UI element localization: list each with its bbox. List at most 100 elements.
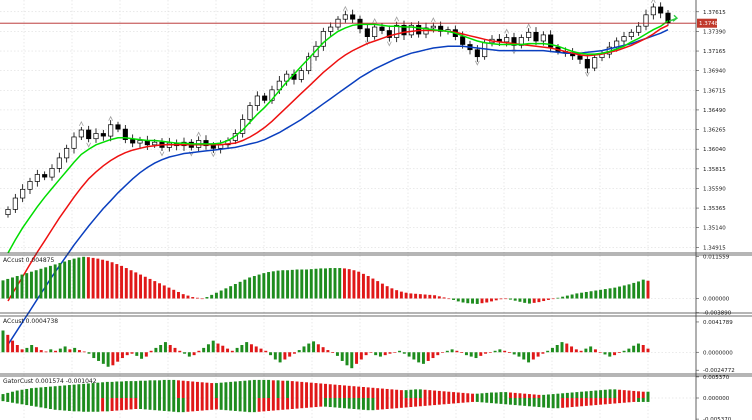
gator-lower-bar (267, 398, 271, 411)
candle[interactable] (584, 54, 590, 74)
histogram-bar (25, 273, 29, 299)
gator-upper-bar (276, 380, 280, 398)
indicator-pane[interactable]: 0.0041789 0.0000000 -0.0024772 ACcust 0.000… (0, 318, 735, 374)
gator-upper-bar (67, 385, 71, 398)
candle[interactable] (394, 21, 400, 43)
candle[interactable] (386, 25, 392, 42)
gator-lower-bar (101, 398, 105, 412)
candlestick-series[interactable] (5, 2, 671, 218)
candle[interactable] (86, 125, 92, 143)
candle[interactable] (328, 22, 334, 37)
buy-signal-arrow-icon (668, 14, 679, 22)
gator-upper-bar (333, 384, 337, 398)
candle[interactable] (122, 125, 128, 144)
histogram-bar (158, 283, 161, 299)
histogram-bar (63, 261, 67, 299)
candle[interactable] (203, 135, 209, 150)
candle[interactable] (401, 20, 407, 41)
histogram-bar (144, 352, 148, 357)
gator-lower-bar (29, 398, 33, 406)
candle[interactable] (254, 91, 260, 111)
histogram-bar (632, 282, 636, 299)
candle[interactable] (650, 3, 656, 20)
gator-lower-bar (456, 398, 460, 404)
histogram-bar (226, 348, 230, 353)
gator-lower-bar (637, 398, 640, 402)
candle[interactable] (342, 10, 348, 23)
gator-lower-bar (248, 398, 252, 413)
candle[interactable] (34, 169, 40, 187)
gator-lower-bar (162, 398, 166, 411)
candle[interactable] (628, 29, 634, 40)
candle[interactable] (78, 126, 84, 141)
candle[interactable] (20, 184, 26, 203)
histogram-bar (20, 349, 24, 353)
histogram-bar (461, 298, 465, 303)
candle[interactable] (71, 132, 77, 154)
histogram-bar (641, 279, 645, 299)
candle[interactable] (636, 22, 642, 36)
ma-slow-line (7, 29, 669, 346)
gator-lower-bar (471, 398, 474, 402)
candle[interactable] (12, 193, 18, 213)
candle[interactable] (108, 120, 114, 142)
candle[interactable] (643, 9, 649, 31)
gator-lower-bar (589, 398, 593, 406)
candle[interactable] (592, 54, 598, 72)
candle[interactable] (115, 121, 121, 133)
candle[interactable] (247, 101, 253, 125)
candle[interactable] (438, 21, 444, 37)
histogram-bar (183, 352, 187, 354)
candle[interactable] (42, 171, 48, 181)
candle[interactable] (364, 24, 370, 42)
gator-lower-bar (77, 398, 81, 412)
gator-lower-bar (181, 398, 185, 413)
candle[interactable] (49, 164, 55, 181)
candle[interactable] (240, 114, 246, 138)
histogram-bar (86, 257, 90, 299)
histogram-bar (206, 344, 210, 353)
candle[interactable] (100, 129, 106, 141)
gator-lower-bar (504, 398, 508, 405)
price-tick-label: 1.36940 (703, 69, 726, 75)
histogram-bar (192, 352, 196, 356)
gator-upper-bar (82, 383, 86, 398)
candle[interactable] (306, 52, 312, 75)
candle[interactable] (64, 144, 70, 163)
histogram-bar (105, 260, 109, 299)
candle[interactable] (5, 206, 11, 218)
candle[interactable] (577, 52, 583, 64)
candle[interactable] (93, 128, 99, 143)
indicator-pane[interactable]: 0.011559 0.000000 -0.003890 ACcust 0.004875 (0, 255, 732, 317)
histogram-bar (532, 298, 536, 303)
histogram-bar (124, 268, 128, 299)
candle[interactable] (27, 177, 33, 194)
gator-lower-bar (490, 398, 493, 404)
candle[interactable] (511, 32, 517, 51)
candle[interactable] (408, 22, 414, 38)
candle[interactable] (320, 27, 326, 51)
candle[interactable] (518, 34, 524, 49)
gator-upper-bar (262, 379, 266, 398)
histogram-bar (527, 298, 531, 304)
candle[interactable] (137, 136, 143, 148)
candle[interactable] (416, 21, 422, 38)
gator-lower-bar (67, 398, 71, 411)
gator-upper-bar (86, 383, 90, 398)
histogram-bar (148, 278, 152, 299)
candle[interactable] (533, 27, 539, 46)
candle[interactable] (56, 152, 62, 173)
histogram-bar (646, 348, 650, 353)
histogram-bar (556, 297, 560, 299)
candle[interactable] (298, 67, 304, 83)
candle[interactable] (372, 23, 378, 40)
histogram-bar (25, 347, 29, 353)
candle[interactable] (262, 92, 268, 104)
candle[interactable] (130, 134, 136, 148)
indicator-pane[interactable]: 0.005370 0.000000 -0.005370 GatorCust 0.001… (0, 375, 732, 420)
candle[interactable] (526, 28, 532, 42)
candle[interactable] (350, 9, 356, 24)
candle[interactable] (621, 32, 627, 47)
candle[interactable] (658, 2, 664, 19)
